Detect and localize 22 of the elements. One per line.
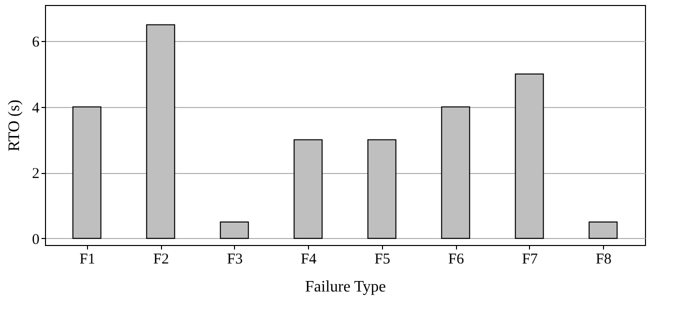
x-tick-label: F5 xyxy=(374,252,390,268)
bar xyxy=(367,139,396,239)
x-tick-label: F6 xyxy=(448,252,465,268)
bar xyxy=(146,24,176,239)
x-tick-label: F1 xyxy=(79,252,96,268)
x-tick-label: F4 xyxy=(300,252,318,268)
bar xyxy=(441,106,470,239)
bar xyxy=(588,221,618,239)
bar xyxy=(220,221,249,239)
x-axis-title: Failure Type xyxy=(305,278,386,296)
bar xyxy=(294,139,323,239)
x-tick-label: F3 xyxy=(226,252,243,268)
y-axis-title: RTO (s) xyxy=(6,100,23,152)
y-tick-label: 0 xyxy=(32,232,40,248)
x-tick-label: F8 xyxy=(596,252,612,268)
bar xyxy=(514,74,544,239)
x-tick-label: F2 xyxy=(153,252,170,268)
y-tick-label: 4 xyxy=(32,100,40,116)
x-tick-label: F7 xyxy=(522,252,538,268)
bar xyxy=(72,106,102,239)
y-tick-label: 2 xyxy=(32,166,40,182)
y-tick-label: 6 xyxy=(32,34,40,51)
